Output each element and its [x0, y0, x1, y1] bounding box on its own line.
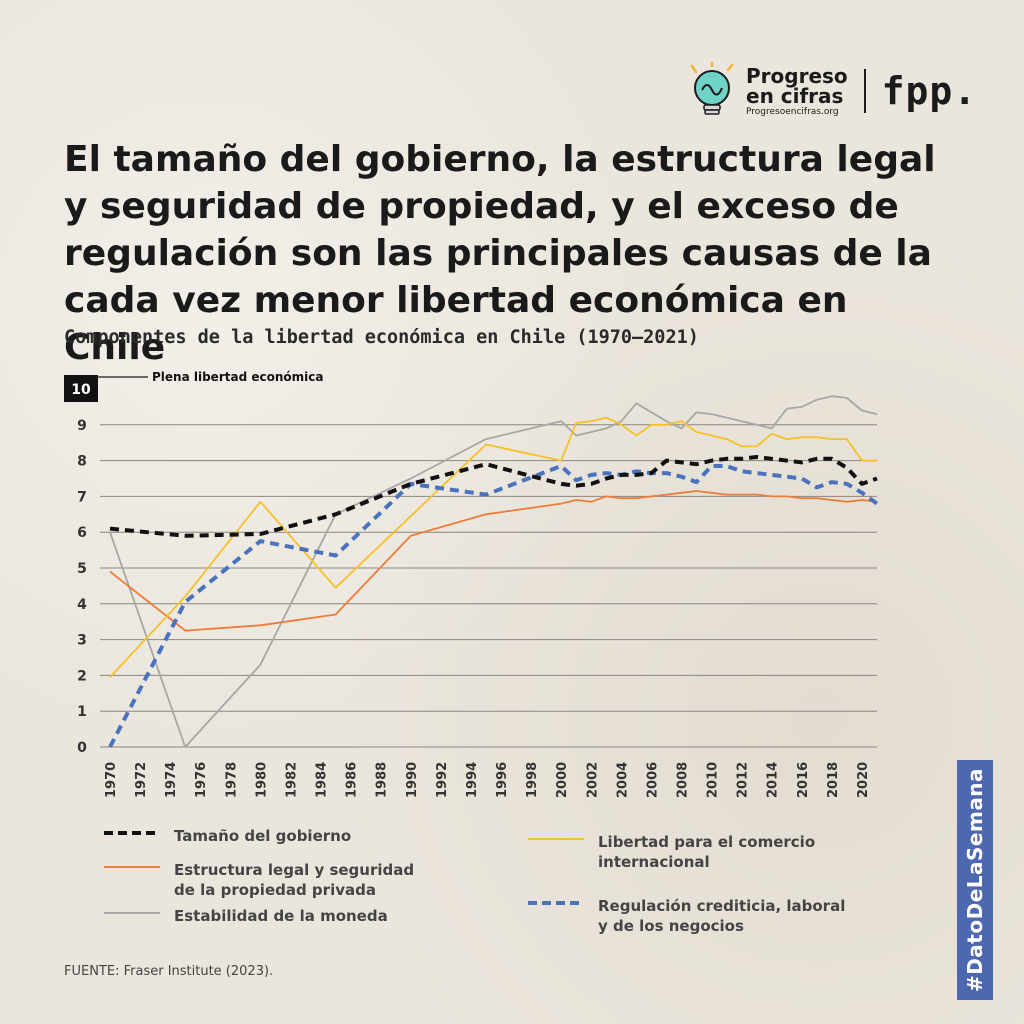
x-tick-label-2002: 2002: [585, 762, 600, 798]
x-tick-label-1986: 1986: [345, 762, 360, 798]
y-tick-label-3: 3: [77, 633, 87, 649]
y-tick-label-10: 10: [71, 382, 91, 398]
legend-label-legal: Estructura legal y seguridad de la propi…: [174, 861, 415, 899]
x-tick-label-1994: 1994: [465, 762, 480, 798]
brand-line1: Progreso: [746, 63, 848, 88]
hashtag-text: #DatoDeLaSemana: [963, 767, 988, 993]
legend-swatch-moneda: [104, 906, 160, 920]
x-tick-label-2004: 2004: [615, 762, 630, 798]
legend-item-regulacion: Regulación crediticia, laboral y de los …: [528, 896, 858, 936]
legend-item-moneda: Estabilidad de la moneda: [104, 906, 434, 926]
x-tick-label-2008: 2008: [675, 762, 690, 798]
partner-logo: fpp.: [881, 69, 978, 113]
x-tick-label-1998: 1998: [525, 762, 540, 798]
legend-label-gobierno: Tamaño del gobierno: [174, 827, 352, 845]
series-line-moneda: [109, 395, 878, 748]
legend-label-comercio: Libertad para el comercio internacional: [598, 833, 816, 871]
x-tick-label-2012: 2012: [736, 762, 751, 798]
legend-item-comercio: Libertad para el comercio internacional: [528, 832, 858, 872]
brand-url: Progresoencifras.org: [746, 106, 839, 117]
y-tick-label-2: 2: [77, 668, 87, 684]
series-line-comercio: [109, 416, 877, 678]
x-tick-label-1978: 1978: [224, 762, 239, 798]
line-chart: 0 1 2 3 4 5 6 7 8 9 10 Plena libertad económica 1970…: [64, 370, 879, 798]
series-line-regulacion: [108, 464, 879, 748]
x-tick-label-1990: 1990: [405, 762, 420, 798]
x-tick-label-2006: 2006: [645, 762, 660, 798]
legend-item-legal: Estructura legal y seguridad de la propi…: [104, 860, 434, 900]
x-tick-label-1976: 1976: [194, 762, 209, 798]
y-tick-label-6: 6: [77, 525, 87, 541]
x-tick-label-1988: 1988: [375, 762, 390, 798]
x-tick-label-2000: 2000: [555, 762, 570, 798]
x-tick-label-2018: 2018: [826, 762, 841, 798]
x-tick-label-1984: 1984: [315, 762, 330, 798]
hashtag-badge: #DatoDeLaSemana: [957, 760, 993, 1000]
x-tick-label-2016: 2016: [796, 762, 811, 798]
x-tick-label-1974: 1974: [164, 762, 179, 798]
legend-swatch-legal: [104, 860, 160, 874]
x-tick-label-1996: 1996: [495, 762, 510, 798]
logo-divider: [863, 69, 866, 113]
y-tick-label-4: 4: [77, 597, 87, 613]
y-tick-10-box: [64, 375, 98, 402]
y-tick-label-1: 1: [77, 704, 87, 720]
legend-swatch-regulacion: [528, 896, 584, 910]
brand-name: Progreso en cifras Progresoencifras.org: [746, 66, 848, 117]
x-tick-label-1982: 1982: [284, 762, 299, 798]
x-tick-label-2010: 2010: [706, 762, 721, 798]
y-tick-label-5: 5: [77, 561, 87, 577]
legend-label-moneda: Estabilidad de la moneda: [174, 907, 388, 925]
x-tick-label-1992: 1992: [435, 762, 450, 798]
x-tick-label-2014: 2014: [766, 762, 781, 798]
y-tick-label-0: 0: [77, 740, 87, 756]
legend-item-gobierno: Tamaño del gobierno: [104, 826, 434, 846]
page-title: El tamaño del gobierno, la estructura le…: [64, 139, 936, 368]
lightbulb-icon: [690, 60, 736, 120]
y-tick-label-8: 8: [77, 454, 87, 470]
legend-swatch-gobierno: [104, 826, 160, 840]
series-line-gobierno: [109, 455, 878, 538]
x-tick-label-1972: 1972: [134, 762, 149, 798]
chart-subtitle: Componentes de la libertad económica en …: [64, 327, 699, 348]
x-tick-label-1980: 1980: [254, 762, 269, 798]
brand-header: Progreso en cifras Progresoencifras.org …: [690, 58, 977, 124]
legend-swatch-comercio: [528, 832, 584, 846]
x-tick-label-2020: 2020: [856, 762, 871, 798]
annotation-label: Plena libertad económica: [152, 370, 323, 384]
legend-label-regulacion: Regulación crediticia, laboral y de los …: [598, 897, 846, 935]
source-note: FUENTE: Fraser Institute (2023).: [64, 964, 274, 979]
x-tick-label-1970: 1970: [104, 762, 119, 798]
series-line-legal: [109, 490, 878, 632]
y-tick-label-7: 7: [77, 489, 87, 505]
y-tick-label-9: 9: [77, 418, 87, 434]
brand-line2: en cifras: [746, 83, 844, 108]
